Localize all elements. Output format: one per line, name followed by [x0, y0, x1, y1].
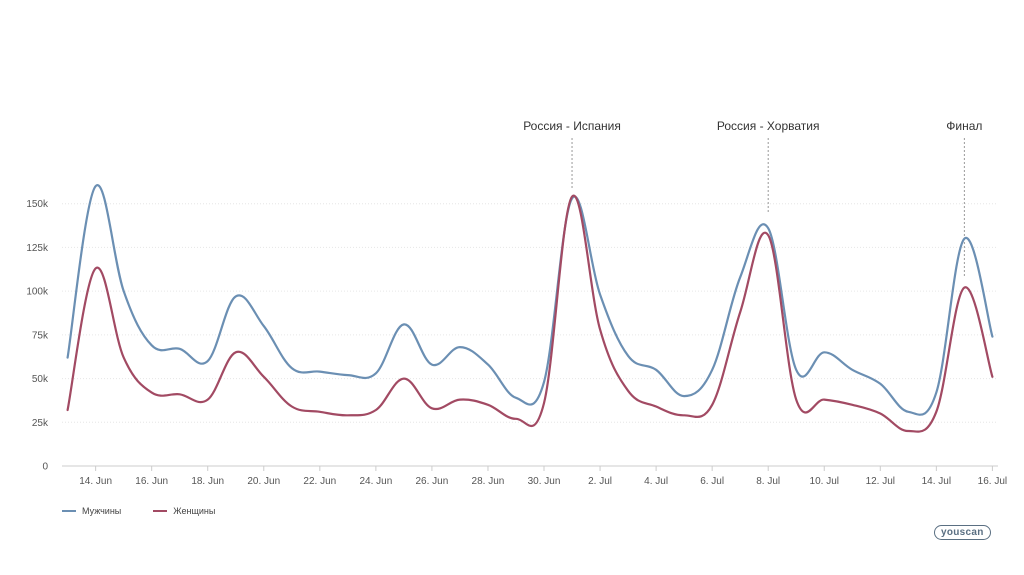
x-tick-label: 10. Jul [810, 476, 839, 487]
x-tick-label: 20. Jun [247, 476, 280, 487]
y-tick-label: 125k [26, 243, 49, 254]
legend-item-women[interactable]: Женщины [153, 506, 215, 516]
axis-layer: 0 25k 50k 75k 100k 125k 150k 14. Jun 16. Jun 18. … [26, 199, 1007, 487]
x-tick-label: 6. Jul [700, 476, 724, 487]
y-tick-label: 0 [42, 462, 48, 473]
series-line-men [66, 184, 994, 416]
series-line-women [66, 194, 994, 433]
x-tick-label: 14. Jul [922, 476, 951, 487]
annotation-label: Россия - Испания [523, 119, 621, 133]
legend-swatch-women [153, 510, 168, 512]
y-tick-label: 75k [32, 330, 49, 341]
x-tick-label: 18. Jun [191, 476, 224, 487]
annotation-label: Россия - Хорватия [717, 119, 820, 133]
x-tick-label: 8. Jul [756, 476, 780, 487]
legend-item-men[interactable]: Мужчины [62, 506, 121, 516]
x-tick-label: 2. Jul [588, 476, 612, 487]
x-tick-label: 24. Jun [359, 476, 392, 487]
youscan-logo: youscan [934, 525, 991, 540]
y-tick-label: 100k [26, 287, 49, 298]
x-tick-label: 4. Jul [644, 476, 668, 487]
annotation-label: Финал [946, 119, 982, 133]
y-tick-label: 150k [26, 199, 49, 210]
x-tick-label: 14. Jun [79, 476, 112, 487]
x-tick-label: 28. Jun [472, 476, 505, 487]
legend-swatch-men [62, 510, 76, 512]
x-tick-label: 30. Jun [528, 476, 561, 487]
y-tick-label: 25k [32, 418, 49, 429]
x-tick-label: 16. Jul [978, 476, 1007, 487]
legend-label-women: Женщины [173, 506, 216, 516]
x-tick-label: 16. Jun [135, 476, 168, 487]
x-tick-label: 26. Jun [416, 476, 449, 487]
y-tick-label: 50k [32, 374, 49, 385]
x-tick-label: 22. Jun [303, 476, 336, 487]
annotation-layer: Россия - Испания Россия - Хорватия Финал [523, 119, 982, 278]
chart-legend: Мужчины Женщины [62, 506, 215, 516]
x-tick-label: 12. Jul [866, 476, 895, 487]
legend-label-men: Мужчины [82, 506, 122, 516]
series-layer [66, 184, 994, 433]
grid-layer [62, 203, 998, 423]
